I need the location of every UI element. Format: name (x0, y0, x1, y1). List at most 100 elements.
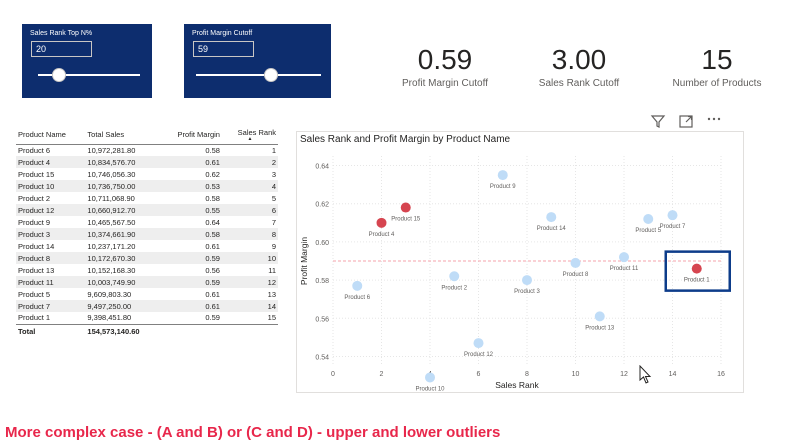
x-tick-label: 8 (525, 371, 529, 378)
sales-rank-input[interactable] (31, 41, 92, 57)
scatter-chart[interactable]: 0.540.560.580.600.620.640246810121416Sal… (297, 132, 745, 394)
table-row[interactable]: Product 3 10,374,661.90 0.58 8 (16, 228, 278, 240)
cell-profit-margin: 0.58 (205, 193, 220, 203)
cell-sales-rank: 2 (221, 156, 278, 168)
cell-product-name: Product 11 (16, 276, 86, 288)
scatter-point[interactable] (449, 271, 460, 282)
cell-product-name: Product 3 (16, 228, 86, 240)
scatter-point[interactable] (425, 372, 435, 383)
table-row[interactable]: Product 9 10,465,567.50 0.64 7 (16, 216, 278, 228)
header-total-sales[interactable]: Total Sales (85, 126, 160, 145)
x-tick-label: 2 (380, 371, 384, 378)
sales-rank-header-label: Sales Rank (237, 128, 276, 138)
filter-icon[interactable] (650, 113, 666, 132)
scatter-point[interactable] (376, 217, 387, 228)
cell-total-sales: 10,736,750.00 (85, 180, 160, 192)
cell-total-sales: 10,237,171.20 (87, 241, 136, 251)
y-axis-title: Profit Margin (299, 237, 309, 285)
cell-profit-margin: 0.58 (159, 228, 222, 240)
kpi-number-of-products: 15 Number of Products (662, 44, 772, 89)
cell-profit-margin: 0.56 (205, 265, 220, 275)
table-row[interactable]: Product 11 10,003,749.90 0.59 12 (16, 276, 278, 288)
scatter-point[interactable] (691, 263, 702, 274)
profit-margin-input[interactable] (193, 41, 254, 57)
focus-mode-icon[interactable] (678, 113, 694, 132)
profit-margin-slider-track[interactable] (196, 74, 321, 76)
point-label: Product 6 (344, 295, 370, 301)
cell-total-sales: 10,152,168.30 (87, 265, 136, 275)
table-row[interactable]: Product 14 10,237,171.20 0.61 9 (16, 240, 278, 252)
cell-product-name: Product 14 (18, 241, 55, 251)
scatter-point[interactable] (497, 170, 508, 181)
x-tick-label: 6 (477, 371, 481, 378)
cell-product-name: Product 4 (16, 156, 86, 168)
point-label: Product 7 (660, 224, 686, 230)
cell-total-sales: 9,398,451.80 (87, 313, 132, 323)
table-row[interactable]: Product 6 10,972,281.80 0.58 1 (16, 144, 278, 156)
kpi-value: 0.59 (417, 44, 473, 75)
scatter-point[interactable] (619, 252, 629, 263)
point-label: Product 13 (585, 325, 615, 331)
point-label: Product 11 (610, 266, 639, 272)
table-row[interactable]: Product 10 10,736,750.00 0.53 4 (16, 180, 278, 192)
cell-total-sales: 9,609,803.30 (87, 289, 132, 299)
total-empty-cell (221, 323, 278, 338)
cell-product-name: Product 8 (16, 252, 86, 264)
cell-sales-rank: 11 (268, 265, 276, 275)
scatter-point[interactable] (473, 338, 484, 349)
header-profit-margin[interactable]: Profit Margin (159, 126, 222, 145)
point-label: Product 2 (441, 285, 467, 291)
cell-profit-margin: 0.59 (159, 252, 222, 264)
x-tick-label: 10 (572, 371, 580, 378)
cell-sales-rank: 6 (221, 204, 278, 216)
cell-sales-rank: 13 (267, 289, 276, 299)
y-tick-label: 0.54 (315, 354, 329, 361)
cell-sales-rank: 5 (271, 193, 276, 203)
table-row[interactable]: Product 8 10,172,670.30 0.59 10 (16, 252, 278, 264)
table-row[interactable]: Product 13 10,152,168.30 0.56 11 (16, 264, 278, 276)
table-row[interactable]: Product 7 9,497,250.00 0.61 14 (16, 300, 278, 312)
table-row[interactable]: Product 2 10,711,068.90 0.58 5 (16, 192, 278, 204)
cell-total-sales: 10,660,912.70 (85, 204, 160, 216)
cell-product-name: Product 7 (16, 300, 86, 312)
kpi-label: Sales Rank Cutoff (538, 78, 620, 89)
cell-sales-rank: 12 (221, 276, 278, 288)
table-row[interactable]: Product 5 9,609,803.30 0.61 13 (16, 288, 278, 300)
x-tick-label: 16 (717, 371, 725, 378)
table-row[interactable]: Product 4 10,834,576.70 0.61 2 (16, 156, 278, 168)
sales-rank-slider-track[interactable] (38, 74, 140, 76)
cell-total-sales: 10,972,281.80 (87, 145, 136, 155)
cell-total-sales: 10,003,749.90 (85, 276, 160, 288)
caption-text: More complex case - (A and B) or (C and … (5, 424, 501, 441)
scatter-point[interactable] (352, 280, 363, 291)
table-row[interactable]: Product 15 10,746,056.30 0.62 3 (16, 168, 278, 180)
cell-profit-margin: 0.62 (205, 169, 220, 179)
cell-total-sales: 10,746,056.30 (87, 169, 136, 179)
profit-margin-slider-thumb[interactable] (264, 68, 278, 82)
header-product-name[interactable]: Product Name (16, 126, 86, 145)
cell-product-name: Product 6 (18, 145, 51, 155)
cell-sales-rank: 3 (271, 169, 276, 179)
header-sales-rank[interactable]: Sales Rank ▲ (221, 126, 278, 145)
scatter-point[interactable] (522, 275, 532, 286)
cell-sales-rank: 8 (221, 228, 278, 240)
scatter-point[interactable] (643, 214, 654, 224)
profit-margin-slicer: Profit Margin Cutoff (184, 24, 331, 98)
scatter-point[interactable] (400, 202, 411, 213)
total-empty-cell (159, 323, 222, 338)
scatter-point[interactable] (594, 311, 605, 322)
sales-rank-slider-thumb[interactable] (52, 68, 66, 82)
scatter-chart-visual[interactable]: Sales Rank and Profit Margin by Product … (296, 131, 744, 393)
table-row[interactable]: Product 1 9,398,451.80 0.59 15 (16, 312, 278, 324)
table-row[interactable]: Product 12 10,660,912.70 0.55 6 (16, 204, 278, 216)
cell-sales-rank: 7 (271, 217, 276, 227)
scatter-point[interactable] (546, 212, 557, 223)
cell-product-name: Product 2 (18, 193, 51, 203)
scatter-point[interactable] (667, 210, 678, 221)
more-options-icon[interactable] (706, 110, 722, 129)
scatter-point[interactable] (570, 257, 581, 268)
point-label: Product 4 (369, 232, 395, 238)
y-tick-label: 0.64 (315, 164, 329, 171)
cell-sales-rank: 15 (267, 313, 276, 323)
chart-title: Sales Rank and Profit Margin by Product … (300, 134, 511, 145)
